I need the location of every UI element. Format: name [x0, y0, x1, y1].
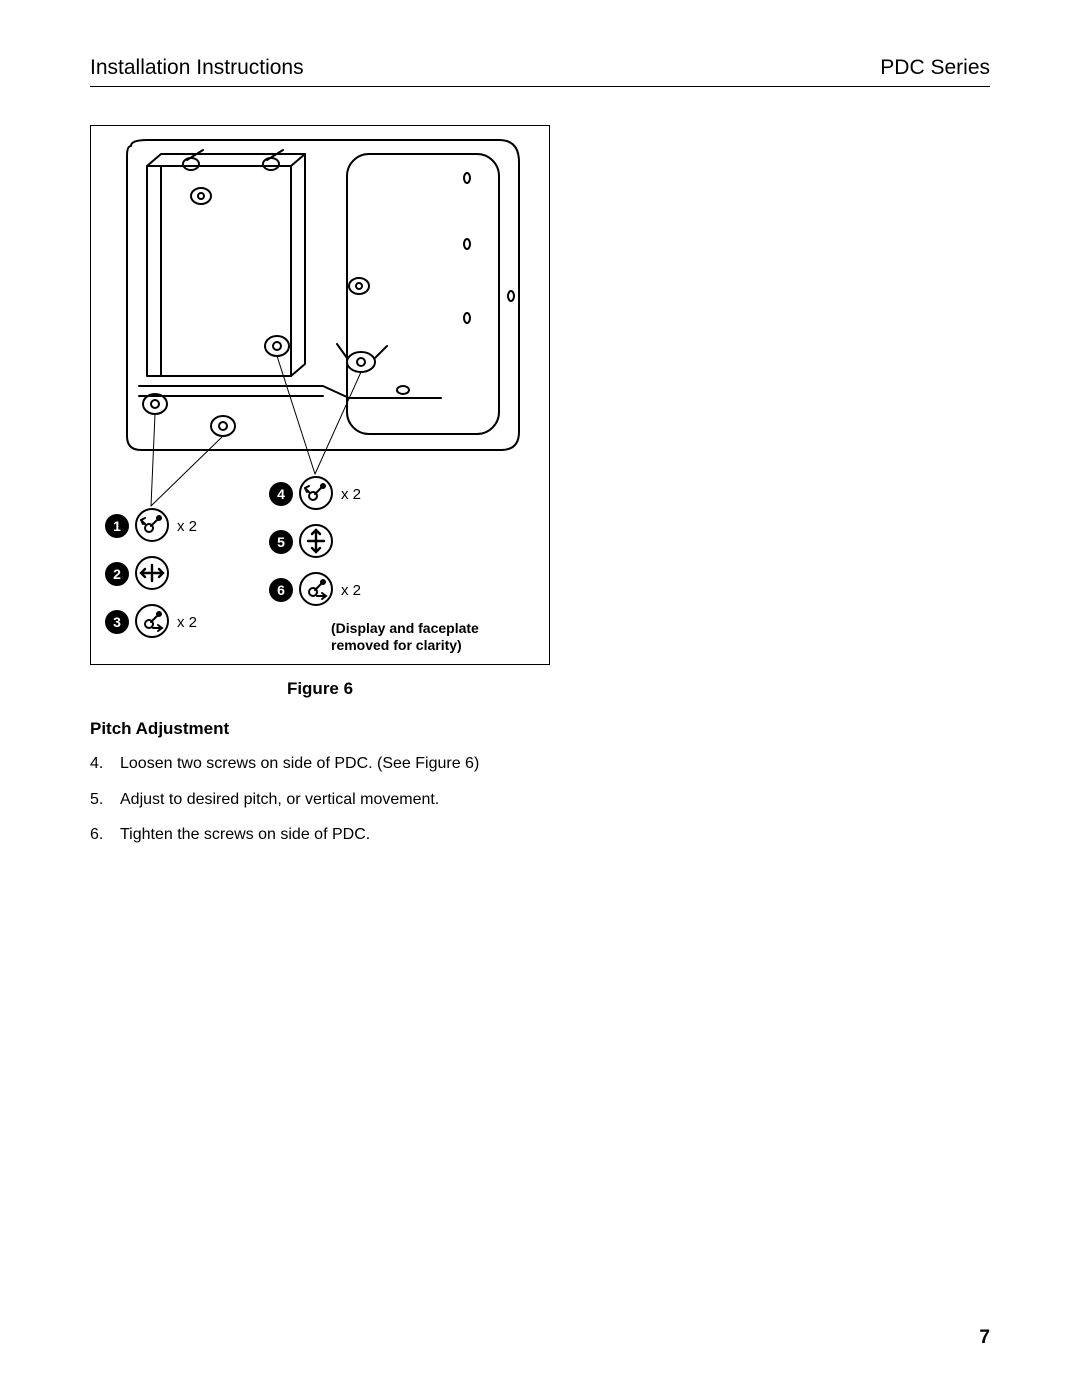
steps-list: Loosen two screws on side of PDC. (See F… — [90, 751, 990, 848]
page-number: 7 — [979, 1327, 990, 1349]
callout-5: 5 — [269, 530, 293, 554]
figure-6: 1 x 2 2 3 x 2 4 x 2 5 — [90, 125, 550, 699]
callout-1-num: 1 — [113, 518, 121, 534]
callout-1-qty: x 2 — [177, 518, 197, 535]
step-6: Tighten the screws on side of PDC. — [90, 822, 990, 848]
page: Installation Instructions PDC Series — [0, 0, 1080, 1397]
callout-1: 1 — [105, 514, 129, 538]
callout-4-num: 4 — [277, 486, 285, 502]
callout-6: 6 — [269, 578, 293, 602]
callout-4: 4 — [269, 482, 293, 506]
callout-3-num: 3 — [113, 614, 121, 630]
move-horizontal-icon — [135, 556, 169, 590]
figure-note-line1: (Display and faceplate — [331, 620, 479, 637]
step-5: Adjust to desired pitch, or vertical mov… — [90, 787, 990, 813]
tighten-screw-icon — [135, 604, 169, 638]
tighten-screw-icon — [299, 572, 333, 606]
header-rule — [90, 86, 990, 87]
step-4: Loosen two screws on side of PDC. (See F… — [90, 751, 990, 777]
move-vertical-icon — [299, 524, 333, 558]
callout-4-qty: x 2 — [341, 486, 361, 503]
figure-note: (Display and faceplate removed for clari… — [331, 620, 479, 654]
callout-3: 3 — [105, 610, 129, 634]
callout-3-qty: x 2 — [177, 614, 197, 631]
callout-6-qty: x 2 — [341, 582, 361, 599]
figure-caption: Figure 6 — [90, 679, 550, 699]
callout-2: 2 — [105, 562, 129, 586]
figure-note-line2: removed for clarity) — [331, 637, 479, 654]
page-header: Installation Instructions PDC Series — [90, 56, 990, 80]
header-left: Installation Instructions — [90, 56, 304, 80]
header-right: PDC Series — [880, 56, 990, 80]
section-title: Pitch Adjustment — [90, 719, 990, 739]
callout-2-num: 2 — [113, 566, 121, 582]
loosen-screw-icon — [135, 508, 169, 542]
loosen-screw-icon — [299, 476, 333, 510]
callout-5-num: 5 — [277, 534, 285, 550]
callout-6-num: 6 — [277, 582, 285, 598]
figure-frame: 1 x 2 2 3 x 2 4 x 2 5 — [90, 125, 550, 665]
